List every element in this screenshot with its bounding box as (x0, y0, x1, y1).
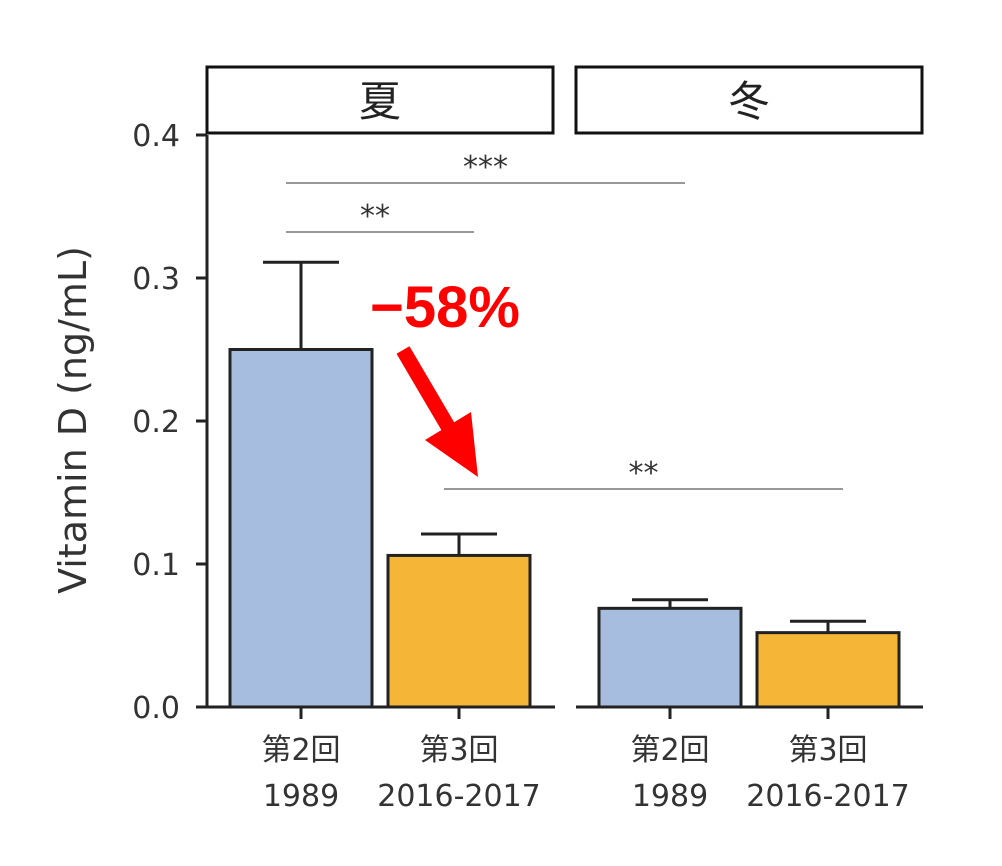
y-tick-label: 0.0 (132, 691, 180, 726)
x-tick-label: 第2回 (261, 733, 340, 768)
panel-header (205, 65, 555, 135)
bar (386, 553, 532, 709)
panel-header (574, 65, 924, 135)
panel-label: 冬 (728, 77, 770, 126)
y-tick-label: 0.2 (132, 405, 180, 440)
annotation-arrow-head (425, 412, 478, 477)
x-tick-label: 第2回 (630, 733, 709, 768)
annotation-arrow-shaft (396, 346, 457, 434)
significance-label: ** (629, 456, 659, 491)
significance-label: ** (360, 199, 390, 234)
x-tick-label: 1989 (263, 779, 339, 814)
x-tick-label: 2016-2017 (746, 779, 910, 814)
bar (755, 631, 901, 709)
bar (597, 606, 743, 709)
bar (228, 348, 374, 709)
significance-label: *** (463, 150, 508, 185)
panel-label: 夏 (359, 77, 401, 126)
x-tick-label: 1989 (632, 779, 708, 814)
x-tick-label: 2016-2017 (377, 779, 541, 814)
x-tick-label: 第3回 (788, 733, 867, 768)
y-tick-label: 0.4 (132, 119, 180, 154)
y-axis-label: Vitamin D (ng/mL) (51, 246, 95, 594)
y-tick-label: 0.1 (132, 548, 180, 583)
x-tick-label: 第3回 (419, 733, 498, 768)
change-annotation: −58% (370, 275, 520, 340)
y-tick-label: 0.3 (132, 262, 180, 297)
